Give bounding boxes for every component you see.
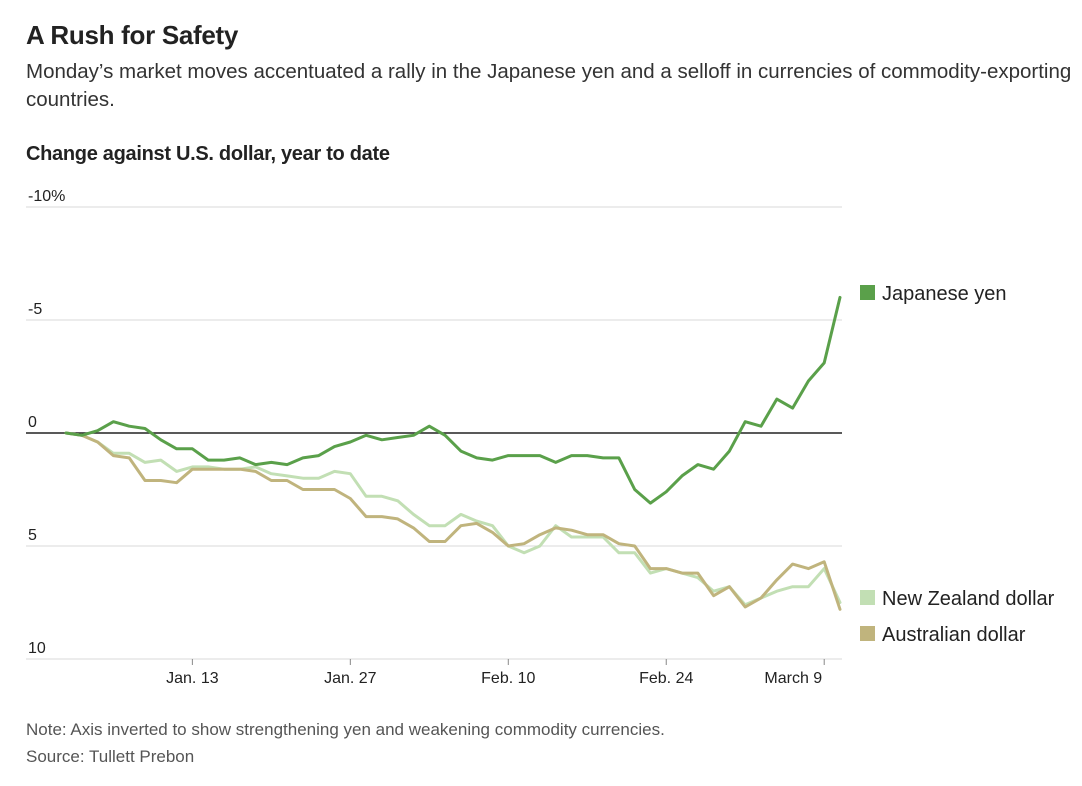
grid-lines [26, 206, 842, 660]
legend-label: New Zealand dollar [882, 588, 1055, 610]
legend-label: Japanese yen [882, 283, 1007, 305]
y-tick-label: 0 [28, 414, 37, 431]
y-tick-label: -5 [28, 301, 42, 318]
y-tick-label: 5 [28, 527, 37, 544]
series-lines [64, 295, 842, 611]
series-line-new-zealand-dollar [64, 431, 842, 607]
x-axis-ticks: Jan. 13 Jan. 27 Feb. 10 Feb. 24 March 9 [166, 659, 825, 687]
legend-swatch [860, 590, 875, 605]
y-tick-label: -10% [28, 188, 65, 205]
y-axis-title: Change against U.S. dollar, year to date [26, 143, 390, 165]
legend-label: Australian dollar [882, 624, 1026, 646]
x-tick-label: Feb. 24 [639, 670, 693, 687]
legend-swatch [860, 626, 875, 641]
x-tick-label: March 9 [764, 670, 822, 687]
chart-subtitle: Monday’s market moves accentuated a rall… [26, 60, 1072, 111]
x-tick-label: Jan. 13 [166, 670, 219, 687]
y-axis-ticks: -10% -5 0 5 10 [28, 188, 65, 657]
footnote: Note: Axis inverted to show strengthenin… [26, 720, 665, 739]
series-line-japanese-yen [64, 295, 842, 505]
legend: Japanese yen New Zealand dollar Australian… [860, 283, 1055, 646]
legend-swatch [860, 285, 875, 300]
source-note: Source: Tullett Prebon [26, 747, 195, 766]
x-tick-label: Jan. 27 [324, 670, 377, 687]
y-tick-label: 10 [28, 640, 46, 657]
chart-title: A Rush for Safety [26, 20, 239, 50]
series-line-australian-dollar [64, 431, 842, 611]
x-tick-label: Feb. 10 [481, 670, 535, 687]
